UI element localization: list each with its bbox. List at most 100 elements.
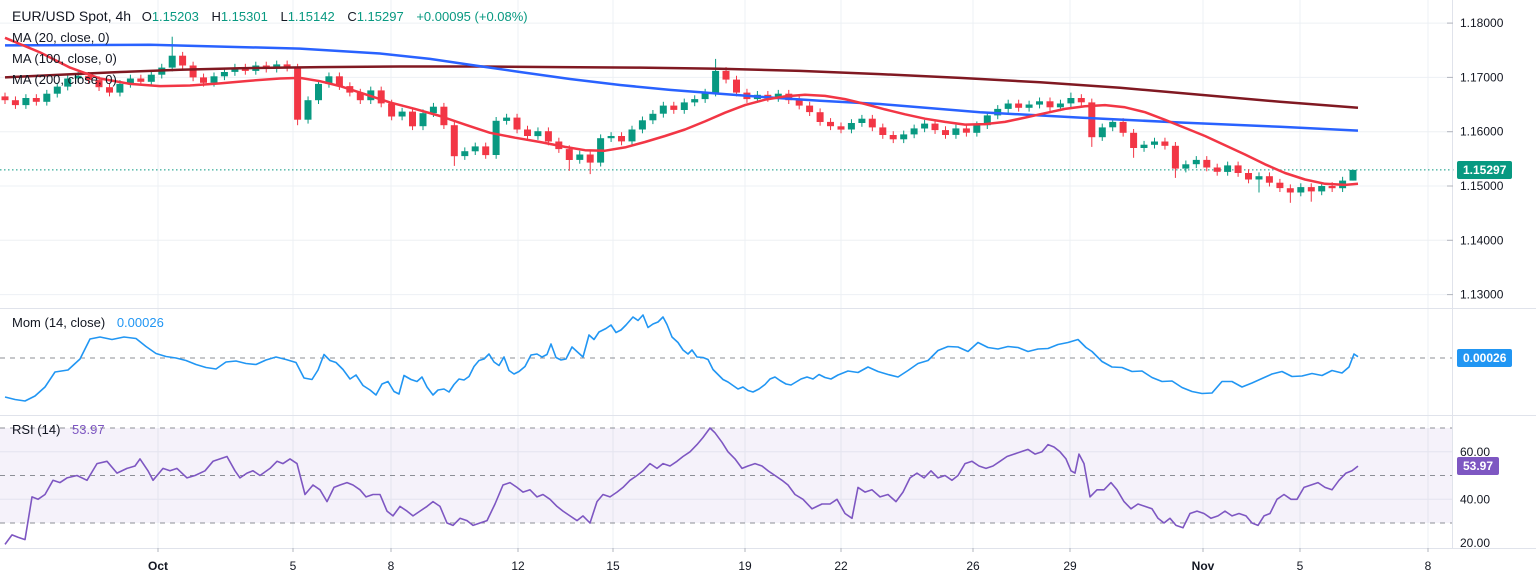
- candle[interactable]: [126, 74, 134, 88]
- candle[interactable]: [983, 111, 991, 129]
- candle[interactable]: [1151, 137, 1158, 149]
- candle[interactable]: [701, 88, 709, 103]
- price-axis[interactable]: 1.18000 1.17000 1.16000 1.15000 1.14000 1.130…: [1447, 16, 1504, 550]
- candle[interactable]: [22, 94, 30, 109]
- candle[interactable]: [931, 119, 939, 134]
- candle[interactable]: [858, 114, 866, 127]
- candle[interactable]: [649, 110, 657, 125]
- candle[interactable]: [461, 147, 469, 160]
- candle[interactable]: [147, 70, 155, 86]
- candle[interactable]: [513, 113, 521, 134]
- candle[interactable]: [315, 80, 322, 104]
- candle[interactable]: [1203, 156, 1211, 172]
- candle[interactable]: [1130, 129, 1138, 158]
- candle[interactable]: [43, 89, 51, 106]
- candle[interactable]: [168, 36, 176, 72]
- candle[interactable]: [1297, 183, 1305, 197]
- candle[interactable]: [325, 72, 333, 88]
- candle[interactable]: [565, 145, 573, 171]
- candle[interactable]: [638, 116, 646, 134]
- momentum-legend[interactable]: Mom (14, close) 0.00026: [12, 312, 164, 333]
- candle[interactable]: [377, 86, 385, 108]
- candle[interactable]: [889, 131, 897, 144]
- candle[interactable]: [544, 127, 552, 146]
- ma200-legend-row[interactable]: MA (200, close, 0): [12, 69, 528, 90]
- candle[interactable]: [189, 61, 197, 82]
- candle[interactable]: [628, 125, 636, 146]
- candle[interactable]: [1161, 137, 1169, 150]
- candle[interactable]: [952, 124, 960, 139]
- candle[interactable]: [1224, 161, 1232, 176]
- symbol-row[interactable]: EUR/USD Spot, 4h O1.15203 H1.15301 L1.15…: [12, 6, 528, 27]
- candle[interactable]: [879, 123, 887, 139]
- candle[interactable]: [179, 51, 187, 70]
- candle[interactable]: [670, 101, 678, 114]
- candle[interactable]: [712, 58, 720, 97]
- candle[interactable]: [1036, 97, 1043, 109]
- candle[interactable]: [482, 142, 490, 159]
- candle[interactable]: [32, 94, 40, 106]
- candle[interactable]: [471, 142, 479, 155]
- candle[interactable]: [1245, 169, 1252, 184]
- candle[interactable]: [827, 118, 834, 131]
- ma20-legend-row[interactable]: MA (20, close, 0): [12, 27, 528, 48]
- candle[interactable]: [11, 96, 19, 109]
- candle[interactable]: [1098, 123, 1106, 141]
- candle[interactable]: [534, 127, 542, 140]
- candle[interactable]: [680, 98, 688, 114]
- candle[interactable]: [231, 63, 239, 76]
- candle[interactable]: [1067, 92, 1075, 108]
- candle[interactable]: [503, 113, 511, 125]
- candle[interactable]: [921, 119, 929, 133]
- time-axis[interactable]: Oct 5 8 12 15 19 22 26 29 Nov 5 8: [148, 548, 1432, 573]
- candle[interactable]: [1046, 97, 1054, 112]
- candle[interactable]: [576, 150, 584, 164]
- rsi-legend[interactable]: RSI (14) 53.97: [12, 419, 105, 440]
- candle[interactable]: [356, 88, 364, 104]
- candle[interactable]: [1077, 94, 1085, 107]
- candle[interactable]: [440, 102, 448, 129]
- candle[interactable]: [1182, 160, 1190, 173]
- candle[interactable]: [220, 68, 228, 81]
- candle[interactable]: [1286, 184, 1294, 203]
- candle[interactable]: [1, 92, 9, 104]
- candle[interactable]: [283, 60, 291, 72]
- candle[interactable]: [659, 101, 667, 118]
- candle[interactable]: [1255, 172, 1263, 193]
- candle[interactable]: [774, 89, 782, 102]
- candle[interactable]: [962, 124, 970, 137]
- candle[interactable]: [294, 63, 302, 126]
- candle[interactable]: [691, 95, 699, 107]
- candle[interactable]: [586, 150, 594, 175]
- candle[interactable]: [1015, 99, 1023, 112]
- candle[interactable]: [106, 83, 113, 97]
- candle[interactable]: [1213, 163, 1221, 176]
- candle[interactable]: [733, 75, 740, 97]
- candle[interactable]: [900, 130, 908, 144]
- candle[interactable]: [1234, 161, 1242, 177]
- candle[interactable]: [1192, 156, 1200, 169]
- candle[interactable]: [524, 125, 531, 140]
- candle[interactable]: [1119, 118, 1127, 137]
- ma100-legend-row[interactable]: MA (100, close, 0): [12, 48, 528, 69]
- candle[interactable]: [1307, 183, 1315, 202]
- candle[interactable]: [806, 101, 814, 116]
- symbol-title[interactable]: EUR/USD Spot, 4h: [12, 8, 132, 24]
- candle[interactable]: [64, 74, 72, 91]
- candle[interactable]: [910, 124, 918, 139]
- candle[interactable]: [847, 119, 855, 134]
- candle[interactable]: [1276, 178, 1284, 192]
- main-legend[interactable]: EUR/USD Spot, 4h O1.15203 H1.15301 L1.15…: [12, 6, 528, 90]
- candle[interactable]: [304, 96, 312, 124]
- candle[interactable]: [53, 82, 61, 98]
- candle[interactable]: [492, 117, 500, 159]
- candle[interactable]: [1025, 100, 1033, 112]
- candle[interactable]: [409, 107, 416, 131]
- candle[interactable]: [1140, 140, 1148, 152]
- candle[interactable]: [837, 122, 845, 134]
- candle[interactable]: [1349, 169, 1357, 181]
- candle[interactable]: [1171, 142, 1179, 178]
- candle[interactable]: [450, 121, 458, 166]
- candle[interactable]: [419, 109, 427, 131]
